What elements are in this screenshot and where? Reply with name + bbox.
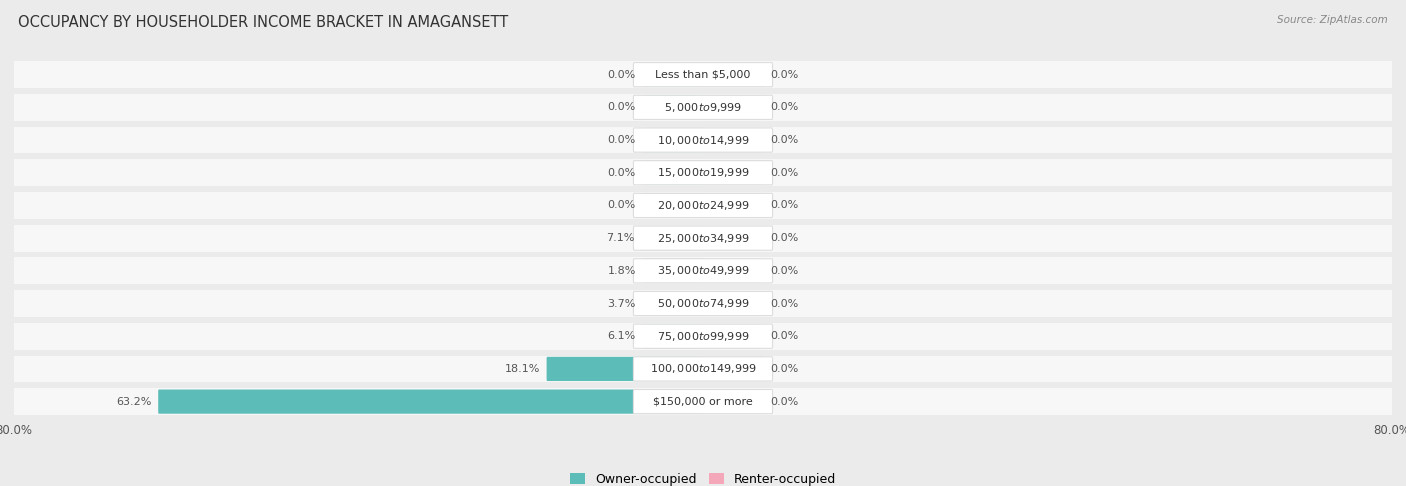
FancyBboxPatch shape <box>634 226 772 250</box>
Text: 0.0%: 0.0% <box>770 298 799 309</box>
FancyBboxPatch shape <box>703 63 763 87</box>
Text: 0.0%: 0.0% <box>770 168 799 178</box>
Text: 0.0%: 0.0% <box>770 266 799 276</box>
Text: $25,000 to $34,999: $25,000 to $34,999 <box>657 232 749 244</box>
FancyBboxPatch shape <box>703 259 763 283</box>
FancyBboxPatch shape <box>643 95 703 120</box>
FancyBboxPatch shape <box>634 128 772 152</box>
Text: $35,000 to $49,999: $35,000 to $49,999 <box>657 264 749 278</box>
Text: $5,000 to $9,999: $5,000 to $9,999 <box>664 101 742 114</box>
Text: 0.0%: 0.0% <box>770 135 799 145</box>
FancyBboxPatch shape <box>634 193 772 218</box>
FancyBboxPatch shape <box>641 226 703 250</box>
FancyBboxPatch shape <box>703 95 763 120</box>
Text: 3.7%: 3.7% <box>607 298 636 309</box>
FancyBboxPatch shape <box>703 161 763 185</box>
Text: 0.0%: 0.0% <box>770 69 799 80</box>
Text: 0.0%: 0.0% <box>607 103 636 112</box>
FancyBboxPatch shape <box>634 95 772 120</box>
FancyBboxPatch shape <box>634 324 772 348</box>
Text: Less than $5,000: Less than $5,000 <box>655 69 751 80</box>
FancyBboxPatch shape <box>643 63 703 87</box>
FancyBboxPatch shape <box>547 357 703 381</box>
Text: 0.0%: 0.0% <box>770 200 799 210</box>
FancyBboxPatch shape <box>14 323 1392 349</box>
Text: 0.0%: 0.0% <box>607 168 636 178</box>
Text: $100,000 to $149,999: $100,000 to $149,999 <box>650 363 756 375</box>
Text: 0.0%: 0.0% <box>607 135 636 145</box>
FancyBboxPatch shape <box>14 225 1392 252</box>
FancyBboxPatch shape <box>159 389 703 414</box>
Text: 0.0%: 0.0% <box>607 69 636 80</box>
Text: $150,000 or more: $150,000 or more <box>654 397 752 407</box>
Text: Source: ZipAtlas.com: Source: ZipAtlas.com <box>1277 15 1388 25</box>
Text: $20,000 to $24,999: $20,000 to $24,999 <box>657 199 749 212</box>
Text: 6.1%: 6.1% <box>607 331 636 341</box>
Text: 0.0%: 0.0% <box>607 200 636 210</box>
FancyBboxPatch shape <box>703 193 763 218</box>
Text: 0.0%: 0.0% <box>770 397 799 407</box>
FancyBboxPatch shape <box>14 159 1392 186</box>
FancyBboxPatch shape <box>643 292 703 315</box>
Text: OCCUPANCY BY HOUSEHOLDER INCOME BRACKET IN AMAGANSETT: OCCUPANCY BY HOUSEHOLDER INCOME BRACKET … <box>18 15 509 30</box>
FancyBboxPatch shape <box>14 388 1392 415</box>
Legend: Owner-occupied, Renter-occupied: Owner-occupied, Renter-occupied <box>565 468 841 486</box>
FancyBboxPatch shape <box>643 259 703 283</box>
Text: 63.2%: 63.2% <box>117 397 152 407</box>
FancyBboxPatch shape <box>14 192 1392 219</box>
Text: $75,000 to $99,999: $75,000 to $99,999 <box>657 330 749 343</box>
FancyBboxPatch shape <box>643 324 703 348</box>
FancyBboxPatch shape <box>643 161 703 185</box>
Text: $15,000 to $19,999: $15,000 to $19,999 <box>657 166 749 179</box>
FancyBboxPatch shape <box>634 292 772 315</box>
FancyBboxPatch shape <box>703 128 763 152</box>
Text: 0.0%: 0.0% <box>770 233 799 243</box>
Text: 18.1%: 18.1% <box>505 364 540 374</box>
FancyBboxPatch shape <box>14 356 1392 382</box>
Text: $50,000 to $74,999: $50,000 to $74,999 <box>657 297 749 310</box>
Text: 1.8%: 1.8% <box>607 266 636 276</box>
FancyBboxPatch shape <box>643 193 703 218</box>
FancyBboxPatch shape <box>14 258 1392 284</box>
FancyBboxPatch shape <box>14 127 1392 154</box>
Text: 0.0%: 0.0% <box>770 103 799 112</box>
FancyBboxPatch shape <box>14 290 1392 317</box>
Text: 0.0%: 0.0% <box>770 331 799 341</box>
FancyBboxPatch shape <box>634 259 772 283</box>
FancyBboxPatch shape <box>634 161 772 185</box>
Text: $10,000 to $14,999: $10,000 to $14,999 <box>657 134 749 147</box>
FancyBboxPatch shape <box>14 61 1392 88</box>
FancyBboxPatch shape <box>703 292 763 315</box>
FancyBboxPatch shape <box>634 63 772 87</box>
Text: 7.1%: 7.1% <box>606 233 636 243</box>
Text: 0.0%: 0.0% <box>770 364 799 374</box>
FancyBboxPatch shape <box>14 94 1392 121</box>
FancyBboxPatch shape <box>703 357 763 381</box>
FancyBboxPatch shape <box>703 389 763 414</box>
FancyBboxPatch shape <box>634 357 772 381</box>
FancyBboxPatch shape <box>643 128 703 152</box>
FancyBboxPatch shape <box>634 389 772 414</box>
FancyBboxPatch shape <box>703 226 763 250</box>
FancyBboxPatch shape <box>703 324 763 348</box>
